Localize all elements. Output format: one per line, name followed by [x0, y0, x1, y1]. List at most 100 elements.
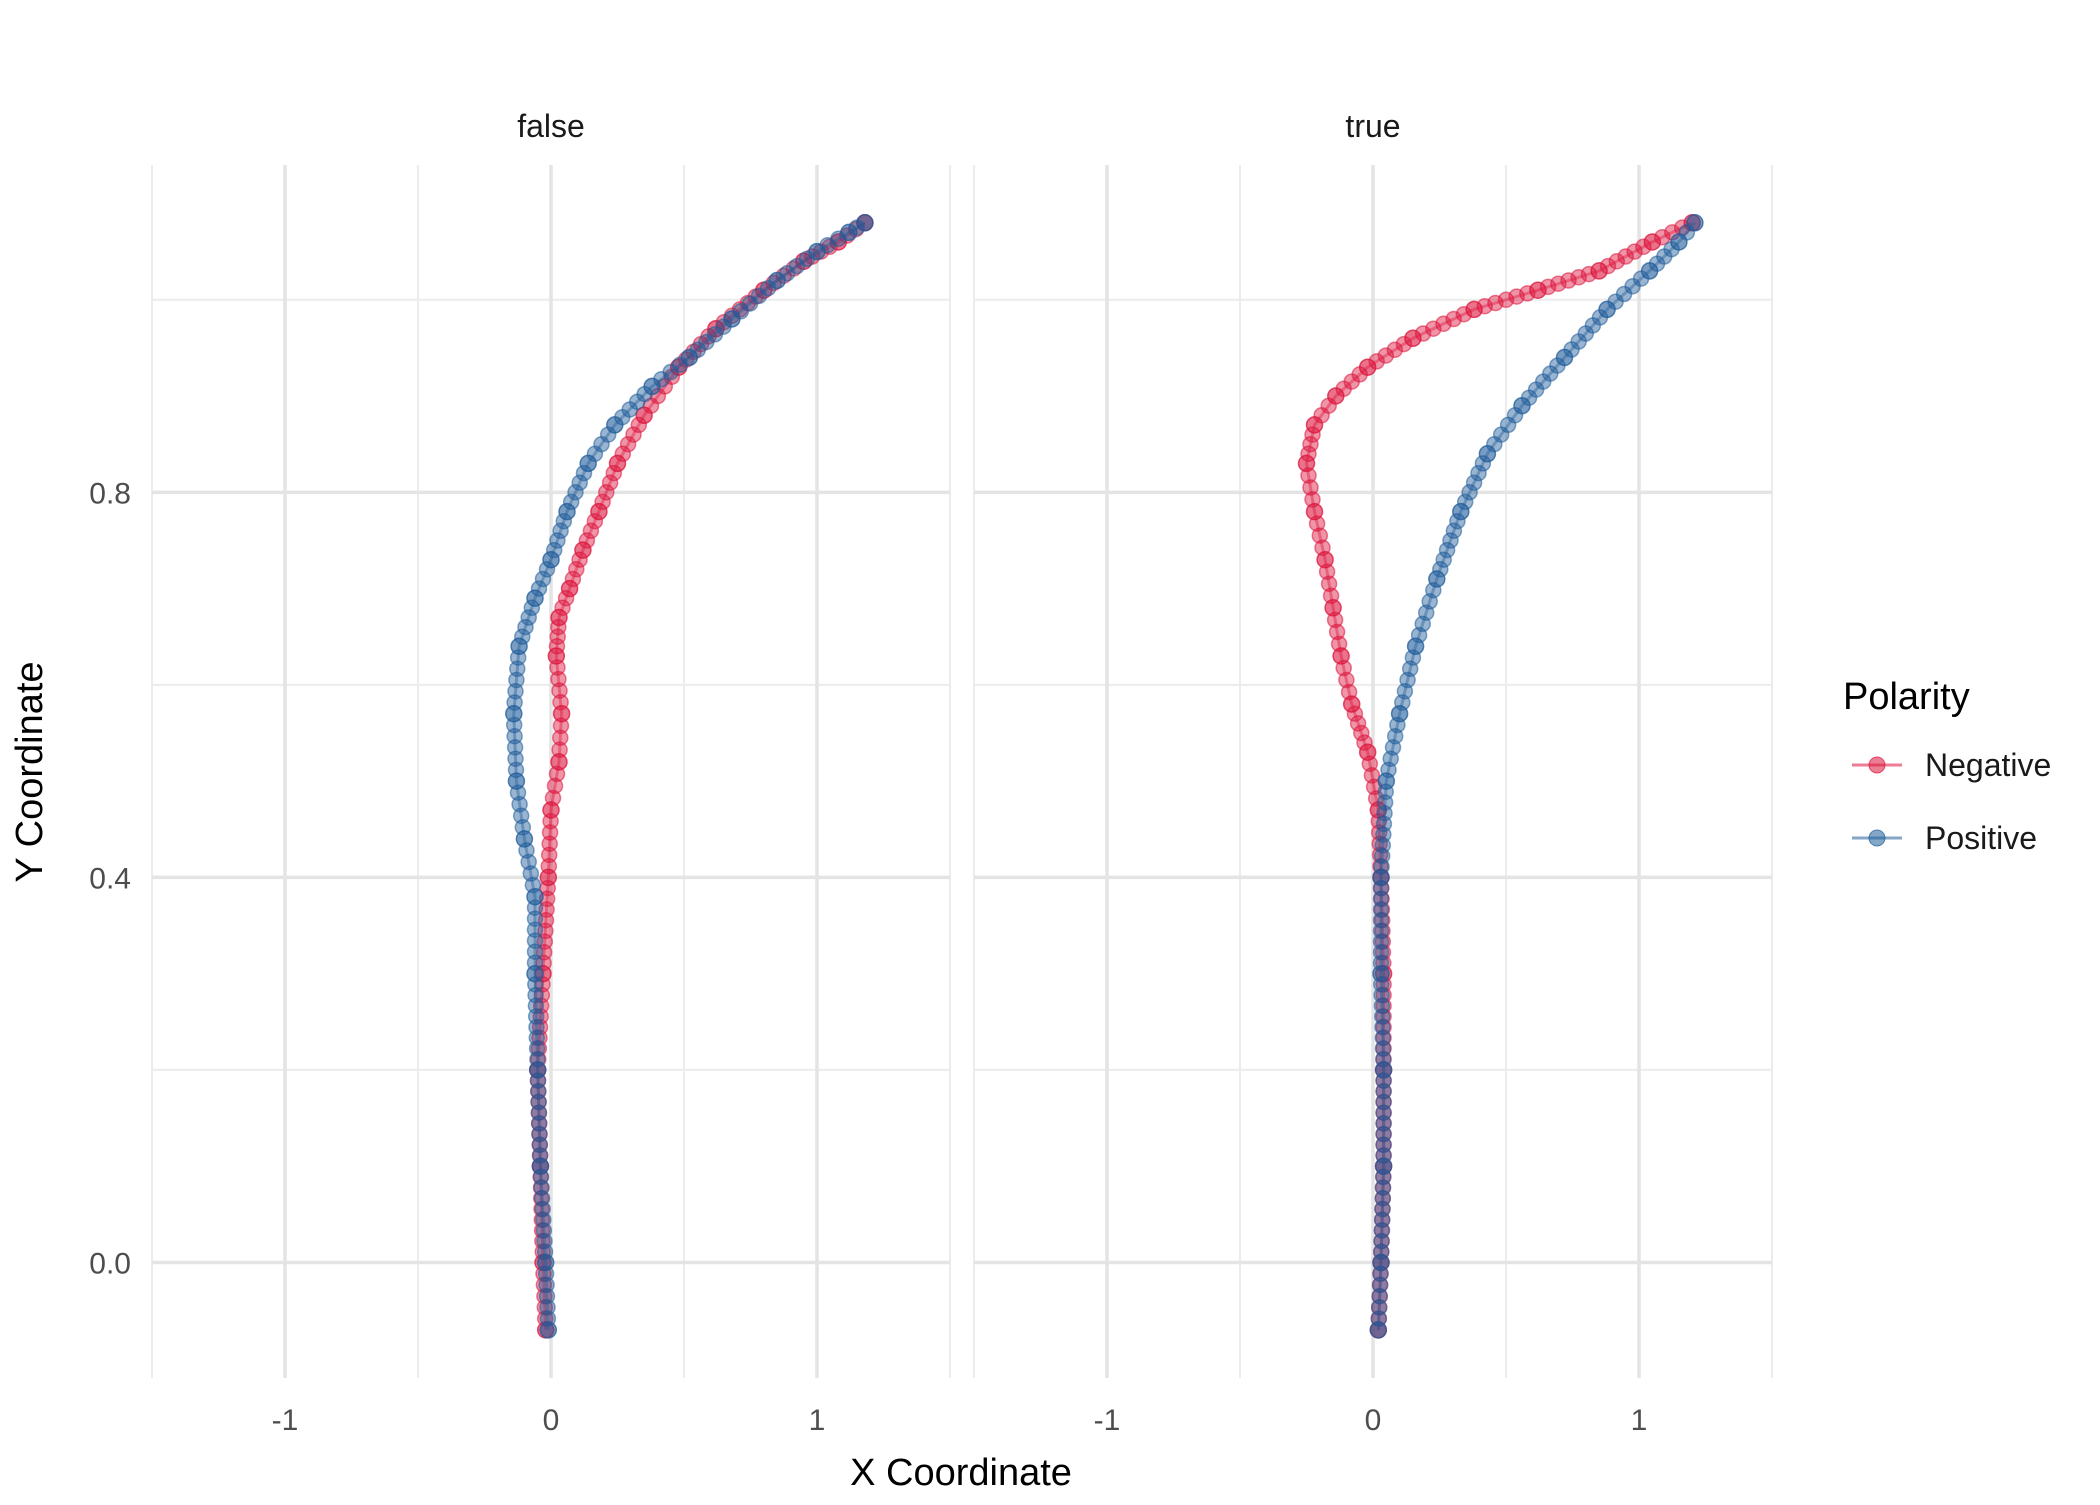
data-point	[1372, 868, 1390, 887]
data-point	[1590, 262, 1608, 280]
data-point	[542, 550, 560, 569]
trajectory-marker	[546, 777, 564, 795]
trajectory-marker	[1302, 479, 1319, 496]
data-point	[1406, 637, 1425, 656]
trajectory-marker	[619, 435, 637, 453]
data-point	[1529, 281, 1547, 299]
data-point	[1305, 502, 1324, 521]
trajectory-marker	[552, 729, 569, 747]
trajectory-marker	[1608, 253, 1626, 270]
data-point	[643, 377, 661, 396]
data-point	[1297, 454, 1316, 473]
trajectory-marker	[1550, 275, 1567, 292]
trajectory-marker	[549, 532, 566, 549]
trajectory-marker	[1371, 1287, 1388, 1305]
legend-key-point-negative	[1868, 756, 1886, 774]
x-tick-label: 1	[809, 1404, 826, 1437]
data-point	[1640, 262, 1659, 280]
trajectory-marker	[1470, 464, 1487, 482]
trajectory-marker	[1425, 320, 1442, 337]
data-point	[510, 637, 528, 656]
trajectory-marker	[1465, 474, 1483, 491]
data-point	[1686, 214, 1704, 232]
series-positive	[505, 214, 874, 1339]
series-line-positive	[1376, 221, 1697, 1330]
data-point	[1390, 704, 1409, 723]
trajectory-marker	[1338, 671, 1355, 689]
legend-key-point-positive	[1868, 829, 1886, 847]
series-positive	[1369, 214, 1704, 1339]
data-point	[531, 1157, 550, 1175]
data-point	[550, 608, 568, 627]
trajectory-marker	[1435, 315, 1452, 333]
data-point	[515, 830, 534, 848]
trajectory-marker	[1435, 551, 1452, 568]
y-tick-label: 0.8	[89, 477, 131, 510]
data-point	[606, 416, 624, 434]
trajectory-marker	[520, 609, 537, 626]
x-tick-label: 1	[1631, 1404, 1648, 1437]
data-point	[579, 454, 597, 473]
data-point	[505, 704, 523, 723]
data-point	[1374, 1157, 1393, 1175]
data-point	[1316, 550, 1334, 569]
trajectory-marker	[571, 474, 588, 491]
data-point	[507, 772, 526, 790]
trajectory-marker	[625, 426, 642, 443]
trajectory-marker	[1438, 541, 1456, 559]
trajectory-marker	[1461, 484, 1478, 501]
trajectory-marker	[1353, 724, 1370, 742]
legend-entry-negative: Negative	[1852, 747, 2051, 783]
trajectory-marker	[1626, 243, 1643, 260]
data-point	[1428, 570, 1446, 588]
data-point	[1332, 647, 1350, 665]
data-point	[560, 579, 579, 598]
data-point	[635, 406, 653, 425]
legend: Polarity Negative Positive	[1843, 676, 2051, 856]
data-point	[768, 271, 786, 290]
trajectory-marker	[1349, 715, 1367, 732]
data-point	[542, 801, 560, 819]
data-point	[590, 502, 608, 521]
data-point	[1358, 358, 1377, 376]
trajectory-marker	[517, 618, 534, 636]
trajectory-marker	[1445, 522, 1463, 540]
trajectory-marker	[538, 1287, 556, 1305]
facet-label-true: true	[1345, 108, 1400, 144]
data-point	[526, 964, 544, 983]
data-point	[856, 214, 874, 232]
data-point	[536, 1253, 555, 1272]
trajectory-marker	[567, 484, 584, 501]
data-point	[1643, 233, 1662, 251]
trajectory-marker	[1311, 527, 1329, 544]
trajectory-marker	[1328, 623, 1346, 641]
panels-layer: false -1 0 1 0.0 0.4 0.8 true -1 0 1	[89, 108, 1773, 1437]
panel-true: true -1 0 1	[973, 108, 1773, 1437]
data-point	[547, 647, 566, 665]
data-point	[526, 887, 544, 906]
trajectory-marker	[598, 484, 615, 501]
data-point	[1324, 599, 1342, 617]
trajectory-marker	[1377, 347, 1395, 364]
data-point	[539, 1321, 558, 1339]
data-point	[550, 753, 568, 771]
data-point	[840, 223, 858, 242]
series-line-negative	[536, 221, 866, 1330]
data-point	[528, 1061, 547, 1079]
trajectory-marker	[568, 561, 585, 578]
y-tick-label: 0.4	[89, 862, 131, 895]
legend-entry-positive: Positive	[1852, 820, 2037, 856]
data-point	[680, 348, 699, 367]
y-axis-label: Y Coordinate	[9, 661, 51, 882]
trajectory-marker	[1445, 310, 1462, 328]
data-point	[1372, 1253, 1390, 1272]
series-line-positive	[512, 221, 866, 1330]
facet-label-false: false	[517, 108, 585, 144]
data-point	[1404, 329, 1422, 348]
data-point	[1598, 300, 1616, 319]
data-point	[1374, 1061, 1393, 1079]
x-tick-label: -1	[272, 1404, 299, 1437]
trajectory-marker	[1570, 269, 1587, 286]
data-point	[723, 310, 741, 328]
